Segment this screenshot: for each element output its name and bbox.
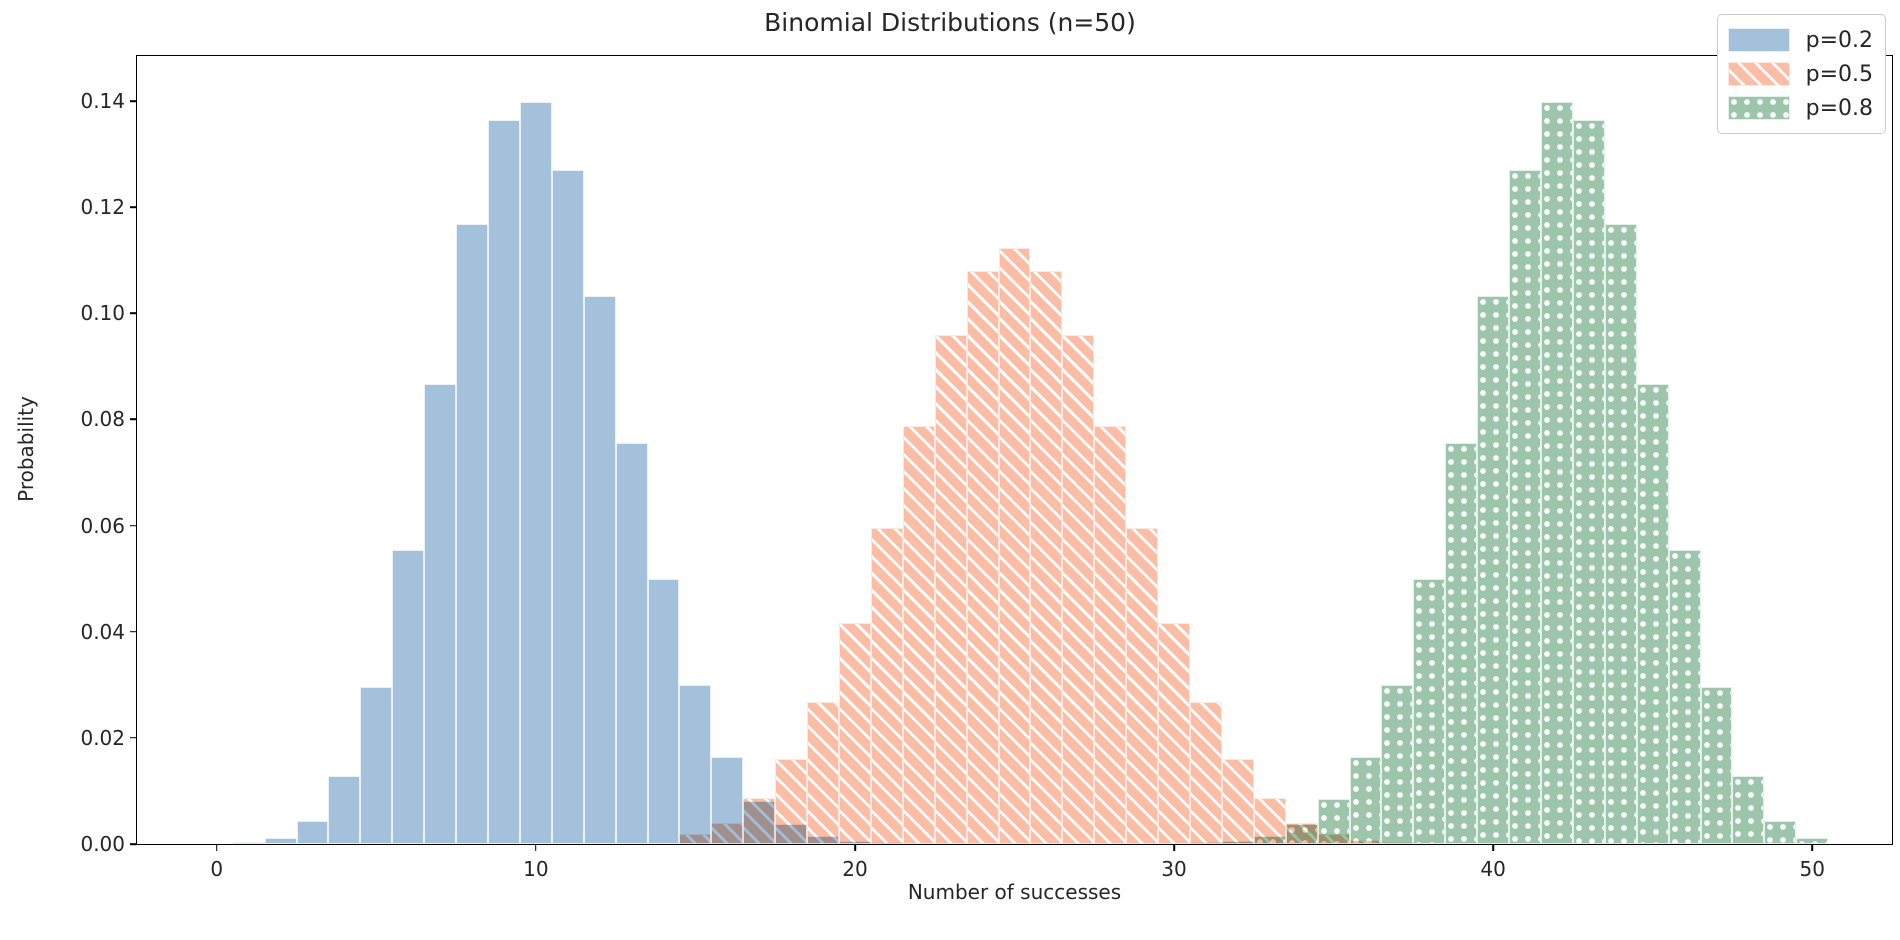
x-axis-label: Number of successes — [907, 880, 1122, 904]
bar-p8-x34 — [1285, 823, 1318, 844]
y-tick-mark — [130, 737, 137, 739]
bar-p5-x25 — [998, 248, 1031, 844]
bar-p5-x29 — [1126, 528, 1159, 844]
bar-p8-x33 — [1253, 835, 1286, 844]
bar-p5-x30 — [1158, 623, 1190, 844]
bar-p8-x39 — [1445, 443, 1478, 844]
bar-p5-x19 — [807, 702, 839, 844]
y-tick-label: 0.12 — [80, 195, 125, 220]
chart-legend[interactable]: p=0.2 p=0.5 p=0.8 — [1716, 14, 1886, 134]
x-tick-label: 0 — [210, 857, 224, 881]
bar-p2-x5 — [360, 687, 393, 844]
y-tick-mark — [130, 418, 137, 421]
x-tick-mark — [535, 844, 537, 851]
bar-p8-x45 — [1636, 384, 1669, 844]
plot-axes: 0.00 0.02 0.04 0.06 0.08 0.10 0.12 0.14 0 10 20 30 4… — [80, 55, 1893, 881]
y-tick-mark — [130, 843, 137, 845]
y-tick-label: 0.08 — [80, 407, 125, 432]
y-tick-label: 0.00 — [80, 832, 125, 856]
legend-item-label: p=0.5 — [1805, 61, 1873, 87]
x-tick-label: 10 — [523, 857, 549, 881]
bar-p8-x40 — [1477, 295, 1510, 844]
bar-p5-x22 — [902, 425, 935, 844]
legend-item-label: p=0.8 — [1805, 95, 1873, 121]
y-tick-mark — [130, 524, 137, 527]
bar-p8-x31 — [1190, 842, 1222, 844]
legend-swatch-icon — [1727, 28, 1790, 52]
bar-p8-x35 — [1317, 799, 1350, 844]
bar-p2-x14 — [647, 579, 680, 844]
legend-item-p5[interactable]: p=0.5 — [1727, 57, 1873, 91]
bar-p5-x24 — [966, 270, 999, 844]
plot-area — [137, 56, 1892, 844]
bar-p8-x36 — [1349, 756, 1382, 844]
bar-p5-x16 — [711, 822, 744, 844]
bar-p5-x27 — [1062, 334, 1095, 844]
bar-p2-x2 — [264, 838, 297, 844]
bar-p2-x9 — [488, 120, 520, 844]
y-tick-mark — [130, 630, 137, 633]
x-tick-mark — [1492, 844, 1494, 851]
bar-p2-x1 — [232, 842, 265, 844]
bar-p8-x44 — [1604, 223, 1637, 844]
y-tick-mark — [130, 206, 137, 209]
bar-p8-x37 — [1381, 685, 1414, 844]
chart-title: Binomial Distributions (n=50) — [764, 8, 1136, 37]
bar-p8-x42 — [1541, 102, 1573, 844]
bar-p8-x47 — [1700, 687, 1733, 844]
bar-p2-x12 — [583, 295, 616, 844]
bar-p2-x11 — [551, 169, 584, 844]
bar-p8-x46 — [1668, 550, 1701, 844]
bar-p5-x28 — [1094, 425, 1127, 844]
y-tick-mark — [130, 100, 137, 102]
x-tick-mark — [215, 844, 218, 851]
y-tick-mark — [130, 312, 137, 315]
x-tick-mark — [1811, 844, 1814, 851]
bar-p8-x48 — [1732, 776, 1765, 844]
bar-p2-x4 — [328, 776, 361, 844]
y-tick-label: 0.04 — [80, 619, 125, 644]
bar-p2-x3 — [296, 820, 329, 844]
bar-p5-x26 — [1030, 270, 1063, 844]
x-tick-label: 40 — [1480, 857, 1506, 881]
bar-p8-x32 — [1221, 840, 1254, 844]
legend-item-p8[interactable]: p=0.8 — [1727, 91, 1873, 125]
x-tick-label: 30 — [1161, 857, 1187, 881]
bar-p2-x6 — [392, 550, 425, 844]
bar-p2-x8 — [456, 223, 488, 844]
bar-p5-x32 — [1221, 759, 1254, 844]
bar-p8-x49 — [1764, 820, 1797, 844]
bar-p8-x38 — [1413, 579, 1446, 844]
y-tick-label: 0.10 — [80, 301, 125, 326]
y-tick-label: 0.06 — [80, 513, 125, 538]
y-axis-label: Probability — [14, 396, 38, 502]
x-tick-label: 50 — [1799, 857, 1825, 881]
legend-swatch-icon — [1727, 62, 1790, 86]
y-tick-label: 0.14 — [80, 89, 125, 114]
x-tick-label: 20 — [842, 857, 868, 881]
bar-p5-x17 — [743, 797, 776, 844]
bar-p5-x31 — [1190, 702, 1222, 844]
bar-p8-x41 — [1509, 169, 1541, 844]
bar-p5-x15 — [679, 834, 712, 844]
bar-p2-x13 — [615, 443, 648, 844]
bar-p2-x15 — [679, 685, 712, 844]
x-tick-mark — [854, 844, 856, 851]
bar-p8-x43 — [1572, 120, 1605, 844]
legend-swatch-icon — [1727, 96, 1790, 120]
x-tick-mark — [1173, 844, 1175, 851]
legend-item-p2[interactable]: p=0.2 — [1727, 23, 1873, 57]
bar-p5-x21 — [870, 528, 903, 844]
bar-p2-x10 — [519, 102, 552, 844]
bar-p5-x23 — [934, 334, 967, 844]
legend-item-label: p=0.2 — [1805, 27, 1873, 53]
bar-p5-x20 — [839, 623, 871, 844]
bar-p5-x18 — [775, 759, 808, 844]
y-tick-label: 0.02 — [80, 725, 125, 750]
bar-p2-x7 — [424, 384, 457, 844]
bar-p8-x50 — [1796, 838, 1829, 844]
